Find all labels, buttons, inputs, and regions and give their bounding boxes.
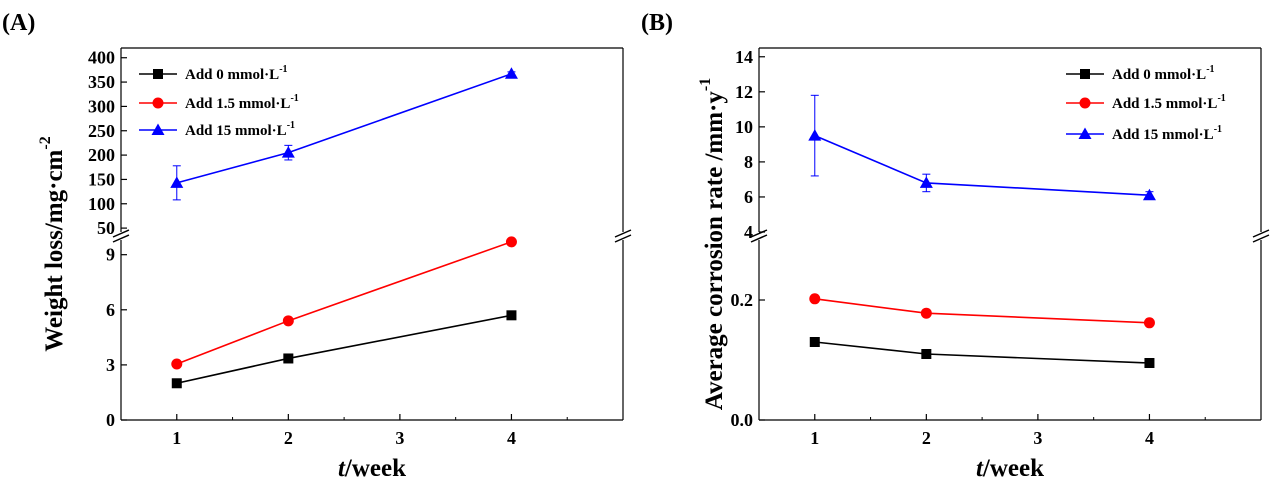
legend-marker: [1078, 127, 1092, 139]
axis-break-mark: [1252, 229, 1270, 238]
data-point: [1143, 317, 1155, 329]
axis-break-mark: [750, 229, 768, 238]
series-line: [814, 298, 1150, 324]
data-point: [170, 176, 184, 188]
data-point: [505, 236, 517, 248]
data-point: [504, 67, 518, 79]
series-line: [176, 241, 512, 365]
data-point: [171, 358, 183, 370]
series-line: [176, 314, 512, 385]
series-2: Add 15 mmol·L-1: [139, 67, 518, 201]
y-tick-label: 350: [88, 72, 115, 92]
axis-break-mark: [1252, 234, 1270, 243]
data-point: [281, 146, 295, 158]
data-point: [283, 353, 294, 364]
y-tick-label: 50: [97, 218, 115, 238]
legend-label: Add 15 mmol·L-1: [185, 120, 295, 139]
data-point: [506, 310, 517, 321]
y-axis-title: Weight loss/mg·cm-2: [37, 136, 68, 351]
y-tick-label: 9: [106, 245, 115, 265]
y-tick-label: 300: [88, 96, 115, 116]
y-tick-label: 14: [735, 47, 753, 67]
data-point: [921, 349, 932, 359]
series-1: Add 1.5 mmol·L-1: [809, 93, 1226, 329]
legend-marker: [152, 97, 164, 109]
legend-marker: [151, 123, 165, 135]
data-point: [282, 315, 294, 327]
y-tick-label: 150: [88, 169, 115, 189]
legend-label: Add 0 mmol·L-1: [1112, 64, 1215, 83]
series-2: Add 15 mmol·L-1: [808, 94, 1222, 201]
series-line: [814, 341, 1150, 364]
y-tick-label: 0.0: [731, 410, 754, 430]
y-tick-label: 6: [744, 187, 753, 207]
data-point: [809, 293, 821, 305]
x-tick-label: 3: [1033, 428, 1042, 448]
axis-break-mark: [614, 234, 632, 243]
axis-break-gap: [111, 232, 131, 240]
chart-panel-a: (A) 1 2 3 4 50 100 150 200 250 300 350 400 0 3 6 9 t/week…: [2, 10, 633, 482]
legend-marker: [1080, 69, 1090, 79]
axis-break-mark: [112, 234, 130, 243]
y-tick-label: 10: [735, 117, 753, 137]
y-tick-label: 6: [106, 300, 115, 320]
data-point: [1142, 188, 1156, 201]
axis-break-mark: [112, 229, 130, 238]
y-tick-label: 200: [88, 145, 115, 165]
axis-break-mark: [750, 234, 768, 243]
legend-label: Add 1.5 mmol·L-1: [1112, 93, 1226, 112]
y-tick-label: 3: [106, 355, 115, 375]
series-0: Add 0 mmol·L-1: [809, 64, 1215, 368]
y-tick-label: 0: [106, 410, 115, 430]
axis-break-mark: [614, 229, 632, 238]
x-tick-label: 2: [922, 428, 931, 448]
y-axis-title: Average corrosion rate /mm·y-1: [697, 78, 728, 410]
x-axis-title: t/week: [338, 455, 406, 482]
data-point: [808, 129, 822, 141]
data-point: [1144, 358, 1155, 368]
data-point: [919, 176, 933, 188]
x-axis-title: t/week: [976, 455, 1044, 482]
y-tick-label: 100: [88, 194, 115, 214]
data-point: [171, 378, 182, 389]
x-tick-label: 3: [395, 428, 404, 448]
y-tick-label: 400: [88, 48, 115, 68]
axis-break-gap: [1251, 232, 1271, 240]
x-tick-label: 1: [810, 428, 819, 448]
data-point: [920, 307, 932, 319]
series-0: Add 0 mmol·L-1: [139, 64, 517, 389]
series-line: [814, 134, 1150, 196]
series-1: Add 1.5 mmol·L-1: [139, 93, 517, 370]
legend-label: Add 15 mmol·L-1: [1112, 124, 1222, 143]
x-tick-label: 4: [507, 428, 516, 448]
y-tick-label: 12: [735, 82, 753, 102]
legend-marker: [1079, 97, 1091, 109]
y-tick-label: 250: [88, 121, 115, 141]
axis-break-gap: [749, 232, 769, 240]
data-point: [809, 337, 820, 347]
x-tick-label: 2: [284, 428, 293, 448]
x-tick-label: 1: [172, 428, 181, 448]
panel-label: (B): [641, 10, 673, 36]
y-tick-label: 4: [744, 222, 753, 242]
x-tick-label: 4: [1145, 428, 1154, 448]
y-tick-label: 0.2: [731, 290, 754, 310]
legend-label: Add 0 mmol·L-1: [185, 64, 288, 83]
legend-label: Add 1.5 mmol·L-1: [185, 93, 299, 112]
legend-marker: [153, 69, 163, 79]
axis-break-gap: [613, 232, 633, 240]
y-tick-label: 8: [744, 152, 753, 172]
panel-label: (A): [2, 10, 35, 36]
